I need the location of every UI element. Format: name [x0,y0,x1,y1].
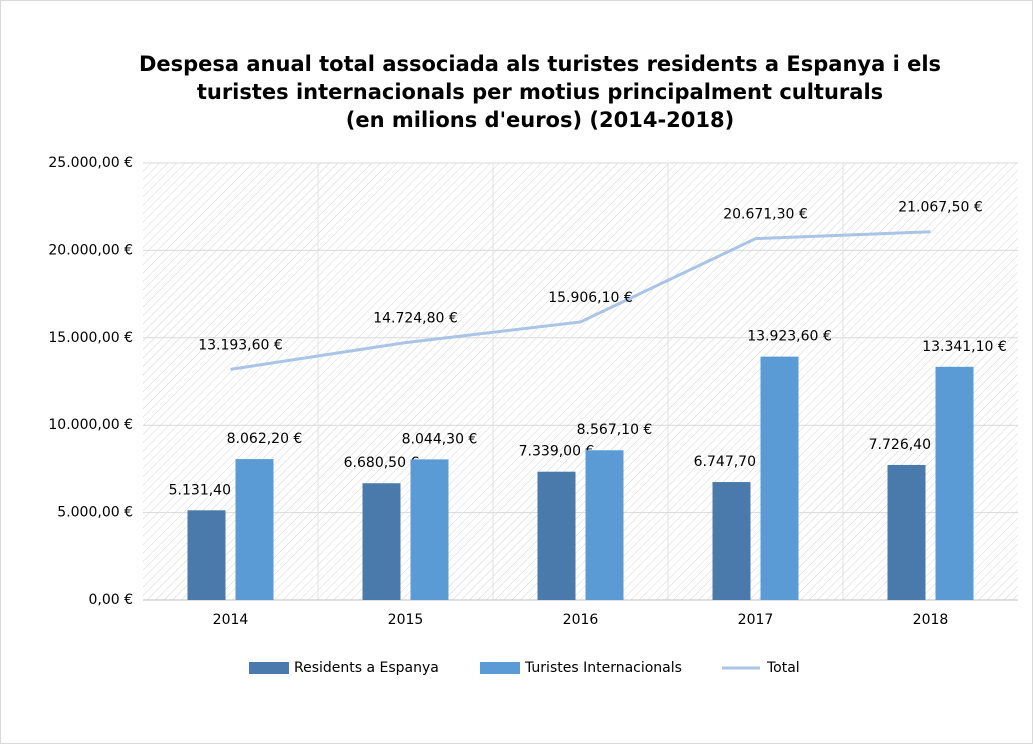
bar [935,366,974,600]
chart-title: turistes internacionals per motius princ… [197,80,883,104]
x-tick-label: 2014 [213,612,249,628]
chart-title: (en milions d'euros) (2014-2018) [346,108,734,132]
bar [235,459,274,600]
legend-label: Total [766,660,800,676]
x-tick-label: 2016 [563,612,599,628]
x-tick-label: 2015 [388,612,424,628]
bar [712,482,751,600]
bar [410,459,449,600]
y-tick-label: 25.000,00 € [48,155,133,171]
data-label: 21.067,50 € [898,200,983,216]
x-tick-label: 2017 [738,612,774,628]
data-label: 15.906,10 € [548,290,633,306]
y-tick-label: 5.000,00 € [57,505,133,521]
data-label: 13.341,10 € [922,339,1007,355]
y-tick-label: 20.000,00 € [48,242,133,258]
bar [887,464,926,600]
bar [585,450,624,600]
data-label: 5.131,40 € [169,482,245,498]
data-label: 6.680,50 € [344,455,420,471]
bar [537,471,576,600]
data-label: 8.567,10 € [577,422,653,438]
data-label: 6.747,70 € [694,454,770,470]
legend-swatch [480,662,520,674]
y-tick-label: 10.000,00 € [48,417,133,433]
y-tick-label: 15.000,00 € [48,330,133,346]
data-label: 20.671,30 € [723,207,808,223]
bar [760,356,799,600]
data-label: 8.062,20 € [227,431,303,447]
y-tick-label: 0,00 € [88,592,133,608]
plot-area [143,163,1018,600]
data-label: 7.339,00 € [519,444,595,460]
data-label: 7.726,40 € [869,437,945,453]
data-label: 13.923,60 € [747,329,832,345]
legend-swatch [249,662,289,674]
data-label: 14.724,80 € [373,311,458,327]
chart-title: Despesa anual total associada als turist… [139,52,941,76]
data-label: 13.193,60 € [198,337,283,353]
x-tick-label: 2018 [913,612,949,628]
legend-label: Residents a Espanya [294,660,439,676]
bar [187,510,226,600]
bar [362,483,401,600]
data-label: 8.044,30 € [402,431,478,447]
line [230,230,931,371]
legend-label: Turistes Internacionals [524,660,682,676]
